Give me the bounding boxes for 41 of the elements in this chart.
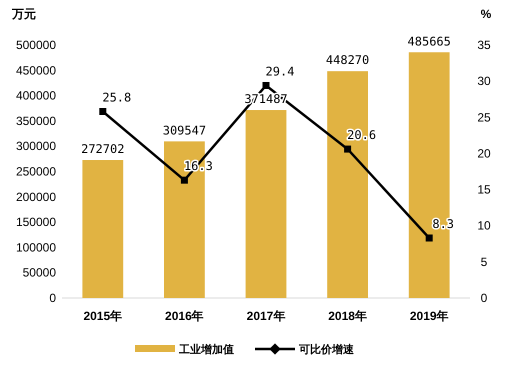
y-tick-label: 350000 (16, 114, 56, 128)
bar (246, 110, 286, 298)
point (426, 234, 433, 242)
y2-tick-label: 30 (477, 74, 491, 88)
y2-tick-label: 5 (480, 254, 488, 269)
data-label: 485665 (408, 34, 451, 48)
y-tick-label: 100000 (16, 240, 56, 254)
point (344, 146, 352, 153)
y-tick-label: 200000 (16, 190, 56, 204)
y-tick-label: 400000 (16, 88, 56, 103)
data-label: 309547 (162, 123, 206, 138)
y-tick-label: 450000 (16, 63, 56, 78)
point (262, 82, 270, 89)
y2-axis-title: % (480, 7, 492, 21)
data-label: 25.8 (102, 90, 132, 105)
y2-tick-label: 20 (477, 146, 491, 160)
y-tick-label: 250000 (16, 164, 56, 178)
x-tick-label: 2019年 (410, 309, 449, 323)
bar (82, 160, 124, 298)
y2-tick-label: 15 (477, 182, 491, 197)
x-tick-label: 2018年 (328, 309, 367, 323)
x-tick-label: 2017年 (246, 309, 286, 323)
data-label: 272702 (81, 142, 124, 156)
legend-label: 工业增加值 (178, 343, 234, 356)
y-tick-label: 500000 (16, 38, 56, 52)
y-tick-label: 0 (49, 291, 56, 305)
y-tick-label: 50000 (22, 266, 56, 280)
y2-tick-label: 10 (477, 218, 491, 233)
y2-tick-label: 0 (480, 291, 488, 305)
x-tick-label: 2016年 (165, 309, 204, 323)
data-label: 29.4 (266, 64, 294, 78)
legend-label: 可比价增速 (298, 343, 355, 356)
y-tick-label: 150000 (16, 215, 56, 230)
y-axis-title: 万元 (11, 7, 36, 21)
point (99, 108, 106, 116)
x-tick-label: 2015年 (83, 309, 122, 323)
y-tick-label: 300000 (16, 139, 56, 154)
point (180, 176, 188, 184)
data-label: 448270 (326, 53, 370, 68)
y2-tick-label: 25 (477, 110, 491, 124)
y2-tick-label: 35 (477, 38, 491, 52)
